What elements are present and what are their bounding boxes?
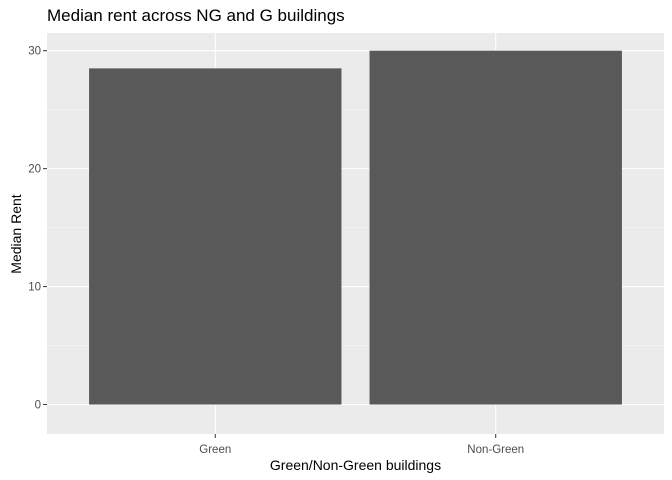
x-tick-label: Green xyxy=(199,444,231,456)
y-tick-label: 0 xyxy=(35,400,41,412)
x-tick-label: Non-Green xyxy=(467,444,524,456)
x-axis-label: Green/Non-Green buildings xyxy=(269,457,442,473)
bar-green xyxy=(89,68,342,405)
y-axis-label: Median Rent xyxy=(8,194,24,274)
chart-title: Median rent across NG and G buildings xyxy=(47,6,345,25)
y-tick-label: 10 xyxy=(28,282,41,294)
y-tick-label: 20 xyxy=(28,164,41,176)
y-tick-label: 30 xyxy=(28,46,41,58)
bar-non-green xyxy=(369,50,622,405)
